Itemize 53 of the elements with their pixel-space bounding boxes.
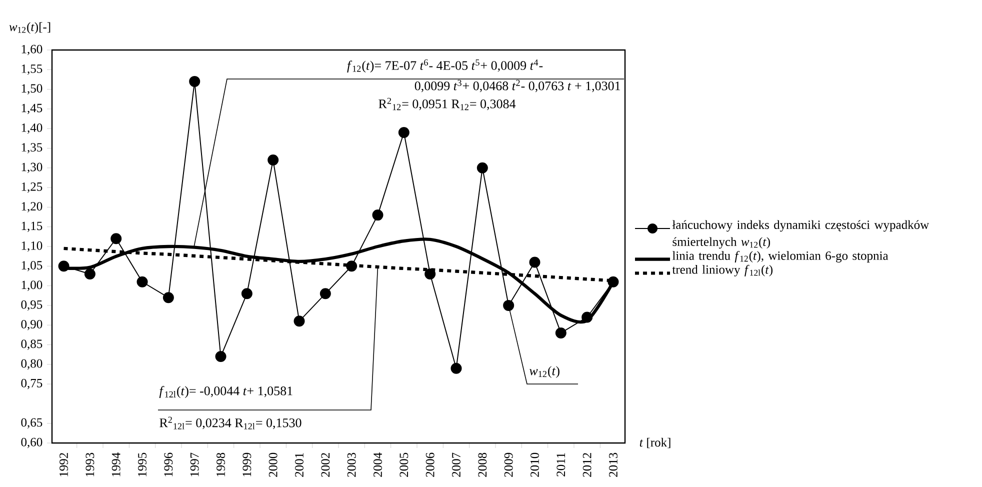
legend-label: linia trendu f$_{12}$(t), wielomian 6-go stopnia <box>672 250 888 262</box>
x-axis-title: t [rok] <box>640 438 670 448</box>
annotation: R$^{2}$$_{12l}$= 0,0234 R$_{12l}$= 0,1530 <box>160 416 302 430</box>
legend-label: trend liniowy f$_{12l}$(t) <box>672 264 773 276</box>
x-tick-label: 2011 <box>556 453 566 476</box>
x-tick-label: 2000 <box>268 452 278 477</box>
y-tick-label: 1,45 <box>22 104 42 114</box>
y-tick-label: 0,65 <box>21 418 42 428</box>
x-tick-label: 1992 <box>60 453 68 476</box>
x-tick-label: 2006 <box>426 452 434 477</box>
y-tick-label: 1,40 <box>22 123 42 134</box>
x-tick-label: 1993 <box>86 452 94 476</box>
x-tick-label: 2010 <box>530 452 539 477</box>
x-tick-label: 1999 <box>242 452 252 476</box>
x-tick-label: 2008 <box>478 452 487 477</box>
y-tick-label: 1,15 <box>22 222 42 232</box>
y-tick-label: 1,20 <box>22 202 42 212</box>
x-tick-label: 2004 <box>374 452 382 477</box>
text: f$_{12}$(t)= 7E-07 t$^{6}$- 4E-05 t$^{5}$+ 0,0009 t$^{4}$- <box>347 59 543 73</box>
y-tick-label: 0,60 <box>21 438 42 448</box>
x-tick-label: 1995 <box>138 452 146 476</box>
x-tick-label: 2002 <box>321 453 330 477</box>
x-tick-label: 1994 <box>112 452 120 476</box>
y-tick-label: 0,75 <box>21 378 42 390</box>
x-tick-label: 2001 <box>295 453 304 477</box>
y-tick-label: 1,60 <box>22 44 42 56</box>
x-tick-label: 1998 <box>216 452 225 476</box>
y-tick-label: 1,55 <box>22 64 42 75</box>
y-tick-label: 0,90 <box>21 320 42 330</box>
y-tick-label: 1,35 <box>22 143 42 154</box>
y-tick-label: 1,30 <box>22 162 42 174</box>
x-tick-label: 2012 <box>582 453 592 477</box>
y-tick-label: 1,00 <box>22 280 42 291</box>
y-tick-label: 1,25 <box>22 182 42 193</box>
y-tick-label: 1,10 <box>22 241 42 252</box>
y-tick-label: 1,50 <box>22 84 42 94</box>
text: 0,0099 t$^{3}$+ 0,0468 t$^{2}$- 0,0763 t + 1,0301 <box>414 80 620 92</box>
legend-label: łańcuchowy indeks dynamiki częstości wypadków śmiertelnych w$_{12}$(t) <box>672 220 930 249</box>
annotation: R$^{2}$$_{12}$= 0,0951 R$_{12}$= 0,3084 <box>378 98 516 110</box>
x-tick-label: 2013 <box>609 452 618 477</box>
annotation: f$_{12l}$(t)= -0,0044 t+ 1,0581 <box>159 386 292 398</box>
x-tick-label: 1997 <box>190 452 199 476</box>
y-axis-title: w$_{12}$(t)[-] <box>9 22 50 34</box>
y-tick-label: 0,85 <box>21 340 42 350</box>
x-tick-label: 2003 <box>347 452 356 477</box>
y-tick-label: 1,05 <box>22 261 42 272</box>
x-tick-label: 2007 <box>452 452 460 477</box>
y-tick-label: 0,95 <box>21 300 42 311</box>
annotation: w$_{12}$(t) <box>530 366 560 378</box>
x-tick-label: 1996 <box>164 452 173 476</box>
y-tick-label: 0,80 <box>21 359 42 370</box>
x-tick-label: 2009 <box>504 452 513 477</box>
x-tick-label: 2005 <box>400 452 408 477</box>
